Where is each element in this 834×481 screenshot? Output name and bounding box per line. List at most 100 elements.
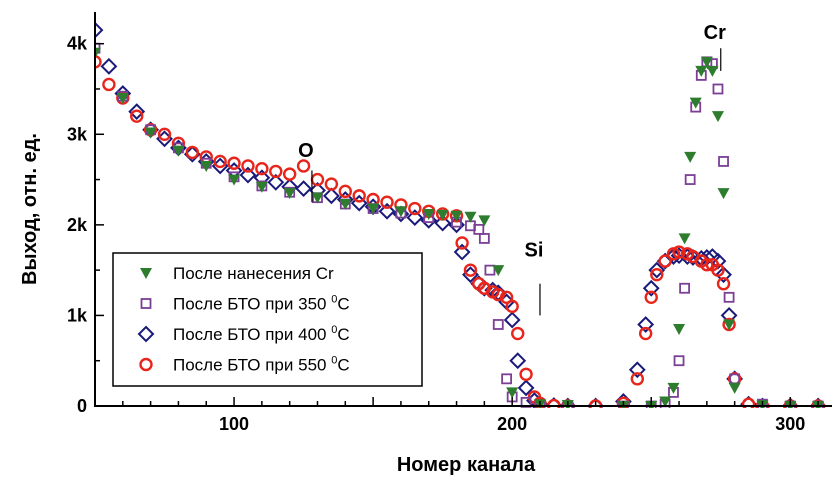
- data-point: [339, 199, 352, 211]
- data-point: [463, 263, 478, 277]
- data-point: [408, 201, 422, 216]
- data-point: [628, 361, 646, 379]
- data-point: [684, 174, 696, 185]
- data-point: [501, 373, 513, 385]
- data-point: [200, 160, 213, 172]
- data-point: [491, 287, 505, 302]
- y-tick-label: 1k: [67, 305, 88, 325]
- data-point: [484, 264, 496, 276]
- data-point: [718, 156, 729, 167]
- data-point: [644, 290, 658, 305]
- data-point: [453, 243, 471, 261]
- data-point: [757, 398, 768, 408]
- data-point: [311, 192, 324, 204]
- data-point: [712, 83, 724, 95]
- data-point: [717, 188, 730, 200]
- data-point: [728, 382, 741, 394]
- data-point: [723, 319, 736, 331]
- data-point: [380, 195, 394, 209]
- data-point: [422, 208, 435, 220]
- data-point: [241, 159, 255, 173]
- data-point: [715, 266, 732, 284]
- data-point: [517, 379, 535, 397]
- y-axis-label: Выход, отн. ед.: [19, 133, 41, 285]
- data-point: [658, 254, 672, 268]
- x-tick-label: 200: [497, 414, 527, 434]
- data-point: [511, 326, 525, 341]
- data-point: [638, 326, 653, 341]
- data-point: [642, 279, 660, 297]
- data-point: [172, 145, 185, 157]
- x-axis-label: Номер канала: [397, 454, 536, 476]
- data-point: [296, 159, 311, 173]
- data-point: [630, 372, 645, 386]
- data-point: [95, 21, 104, 39]
- data-point: [492, 265, 505, 277]
- data-point: [130, 109, 144, 123]
- data-point: [338, 184, 353, 199]
- legend-box: [112, 252, 423, 387]
- data-point: [352, 189, 366, 203]
- data-point: [239, 166, 257, 184]
- data-point: [689, 97, 702, 109]
- data-point: [659, 396, 672, 408]
- data-point: [436, 209, 449, 221]
- data-point: [283, 188, 296, 200]
- x-tick-label: 300: [775, 414, 805, 434]
- data-point: [434, 214, 452, 232]
- data-point: [711, 111, 724, 123]
- data-point: [464, 211, 477, 223]
- y-tick-label: 4k: [67, 34, 88, 54]
- data-point: [185, 145, 200, 160]
- y-tick-label: 3k: [67, 124, 88, 144]
- peak-label: Si: [525, 240, 544, 262]
- data-point: [711, 263, 725, 277]
- y-tick-label: 0: [77, 396, 87, 416]
- series-1-points: [95, 47, 825, 408]
- legend-label: После БТО при 350 0C: [173, 294, 350, 314]
- data-point: [478, 233, 490, 244]
- data-point: [706, 65, 719, 77]
- data-point: [350, 194, 368, 212]
- data-point: [367, 203, 380, 215]
- data-point: [616, 396, 631, 408]
- data-point: [455, 236, 469, 250]
- data-point: [648, 261, 666, 279]
- data-point: [144, 127, 157, 139]
- data-point: [213, 154, 227, 169]
- data-point: [227, 156, 241, 170]
- data-point: [450, 210, 463, 222]
- data-point: [519, 367, 533, 381]
- data-point: [673, 355, 685, 367]
- data-point: [269, 164, 283, 179]
- data-point: [684, 151, 697, 163]
- data-point: [667, 382, 680, 394]
- data-point: [672, 245, 686, 259]
- data-point: [322, 187, 340, 205]
- data-point: [95, 55, 102, 69]
- y-tick-label: 2k: [67, 215, 88, 235]
- x-tick-label: 100: [219, 414, 249, 434]
- data-point: [255, 161, 269, 176]
- data-point: [157, 127, 172, 141]
- data-point: [478, 215, 491, 227]
- data-point: [102, 77, 116, 92]
- data-point: [503, 311, 521, 329]
- data-point: [282, 167, 297, 181]
- legend-label: После БТО при 550 0C: [173, 355, 350, 375]
- data-point: [394, 206, 407, 218]
- data-point: [128, 103, 146, 121]
- data-point: [324, 177, 339, 191]
- data-point: [700, 56, 713, 68]
- legend-marker: [139, 357, 153, 372]
- peak-label: O: [298, 140, 314, 162]
- legend-marker: [140, 268, 152, 279]
- data-point: [678, 233, 691, 245]
- data-point: [723, 291, 735, 303]
- data-point: [741, 397, 756, 408]
- data-point: [673, 324, 686, 336]
- data-point: [100, 57, 118, 75]
- data-point: [509, 352, 527, 370]
